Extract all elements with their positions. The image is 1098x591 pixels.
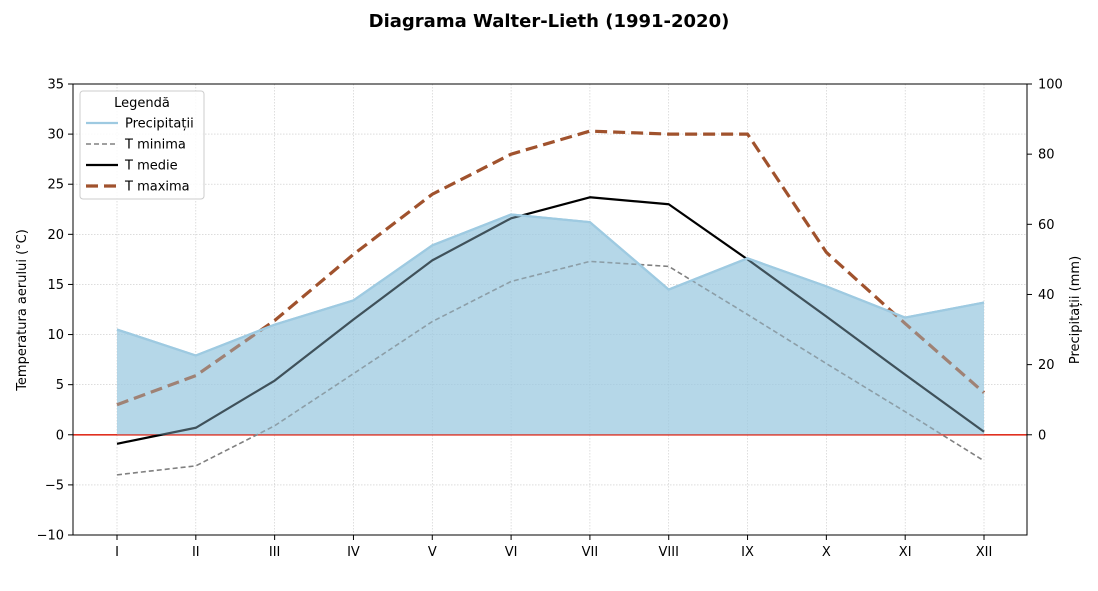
precipitation-area — [117, 214, 984, 435]
x-tick-label: IV — [347, 545, 360, 560]
y2-tick-label: 100 — [1038, 78, 1063, 93]
x-tick-label: III — [269, 545, 281, 560]
y-axis-title: Temperatura aerului (°C) — [15, 229, 30, 392]
y-tick-label: 20 — [47, 228, 64, 243]
series-line-t-minima — [116, 260, 985, 476]
x-tick-label: X — [822, 545, 831, 560]
y2-tick-label: 40 — [1038, 288, 1055, 303]
y2-tick-label: 80 — [1038, 148, 1055, 163]
legend-label: Precipitații — [125, 117, 194, 132]
y-tick-label: 35 — [47, 78, 64, 93]
legend-title: Legendă — [114, 96, 170, 111]
series-line-t-medie — [116, 196, 985, 445]
y2-tick-label: 0 — [1038, 428, 1046, 443]
y-tick-label: 15 — [47, 278, 64, 293]
y2-tick-label: 60 — [1038, 218, 1055, 233]
legend: Legendă Precipitații T minima T medie T max… — [79, 90, 205, 200]
precipitation-overlay — [117, 214, 984, 435]
legend-box — [79, 90, 205, 200]
x-tick-label: II — [192, 545, 200, 560]
chart-title: Diagrama Walter-Lieth (1991-2020) — [369, 11, 730, 32]
x-tick-label: IX — [741, 545, 754, 560]
y-tick-label: −5 — [45, 478, 64, 493]
legend-label: T medie — [124, 159, 178, 174]
y-tick-label: 5 — [56, 378, 64, 393]
overlay-layer — [116, 213, 985, 435]
x-tick-label: I — [115, 545, 119, 560]
y-tick-label: 0 — [56, 428, 64, 443]
plot-frame — [72, 83, 1028, 536]
x-tick-label: VIII — [659, 545, 679, 560]
x-tick-label: VII — [582, 545, 599, 560]
y-tick-label: 10 — [47, 328, 64, 343]
x-tick-label: V — [428, 545, 437, 560]
precipitation-outline — [116, 213, 985, 357]
legend-items: Precipitații T minima T medie T maxima — [86, 117, 194, 195]
y2-axis-title: Precipitații (mm) — [1068, 256, 1083, 364]
legend-label: T maxima — [124, 180, 190, 195]
x-tick-label: XII — [976, 545, 993, 560]
y-tick-label: −10 — [37, 529, 64, 544]
right-axis-ticks: 0 20 40 60 80 100 — [1027, 78, 1063, 443]
left-axis-ticks: −10 −5 0 5 10 15 20 25 30 35 — [37, 78, 73, 544]
y-tick-label: 30 — [47, 128, 64, 143]
precipitation-fill-layer — [117, 214, 984, 435]
y2-tick-label: 20 — [1038, 358, 1055, 373]
x-tick-label: XI — [899, 545, 912, 560]
legend-label: T minima — [124, 138, 186, 153]
x-tick-label: VI — [505, 545, 518, 560]
y-tick-label: 25 — [47, 178, 64, 193]
x-axis-ticks: I II III IV V VI VII VIII IX X XI XII — [115, 535, 992, 560]
